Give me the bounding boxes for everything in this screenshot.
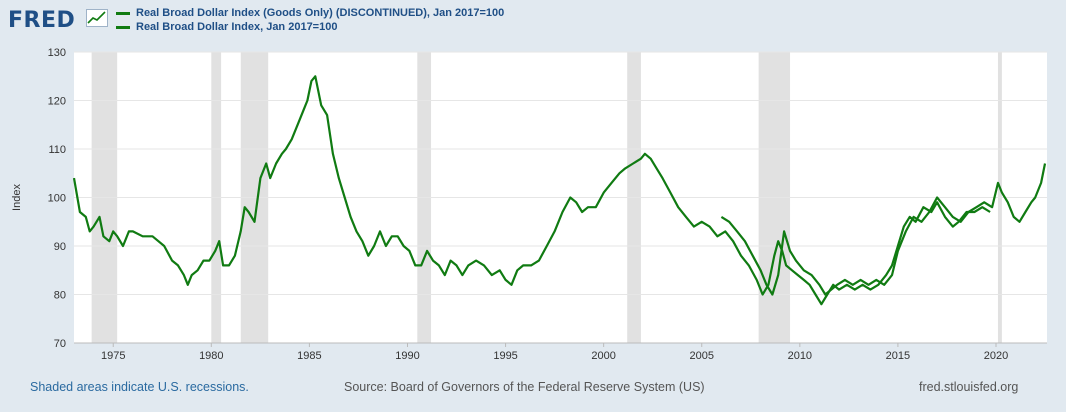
y-tick-label: 70	[54, 338, 66, 350]
legend-swatch	[116, 25, 130, 29]
y-tick-label: 90	[54, 241, 66, 253]
x-tick-label: 2010	[788, 350, 812, 362]
x-tick-label: 1975	[101, 350, 125, 362]
series-line	[72, 75, 991, 306]
site-link[interactable]: fred.stlouisfed.org	[919, 380, 1019, 394]
x-tick-label: 2000	[591, 350, 615, 362]
y-tick-label: 110	[48, 144, 66, 156]
y-axis-label: Index	[11, 184, 23, 211]
x-tick-label: 2005	[689, 350, 713, 362]
fred-logo: FRED	[8, 8, 76, 33]
y-tick-label: 100	[48, 193, 66, 205]
legend-label: Real Broad Dollar Index (Goods Only) (DI…	[136, 7, 505, 19]
x-tick-label: 2020	[984, 350, 1008, 362]
recession-note: Shaded areas indicate U.S. recessions.	[30, 380, 249, 394]
y-tick-label: 130	[48, 47, 66, 59]
chart-footer: Shaded areas indicate U.S. recessions. S…	[0, 380, 1066, 396]
series-line	[720, 163, 1047, 296]
x-tick-label: 2015	[886, 350, 910, 362]
x-tick-label: 1985	[297, 350, 321, 362]
legend-swatch	[116, 11, 130, 15]
chart-legend: Real Broad Dollar Index (Goods Only) (DI…	[116, 6, 504, 34]
x-tick-label: 1995	[493, 350, 517, 362]
y-tick-label: 80	[54, 290, 66, 302]
legend-label: Real Broad Dollar Index, Jan 2017=100	[136, 21, 338, 33]
chart-line-icon	[86, 9, 108, 27]
legend-item: Real Broad Dollar Index, Jan 2017=100	[116, 20, 504, 34]
source-note: Source: Board of Governors of the Federa…	[344, 380, 705, 394]
legend-item: Real Broad Dollar Index (Goods Only) (DI…	[116, 6, 504, 20]
y-tick-label: 120	[48, 96, 66, 108]
line-chart: 70 80 90 100 110 120 130 1975 1980 1985 1990 1995 20…	[11, 47, 1047, 362]
x-tick-label: 1980	[199, 350, 223, 362]
x-tick-label: 1990	[395, 350, 419, 362]
